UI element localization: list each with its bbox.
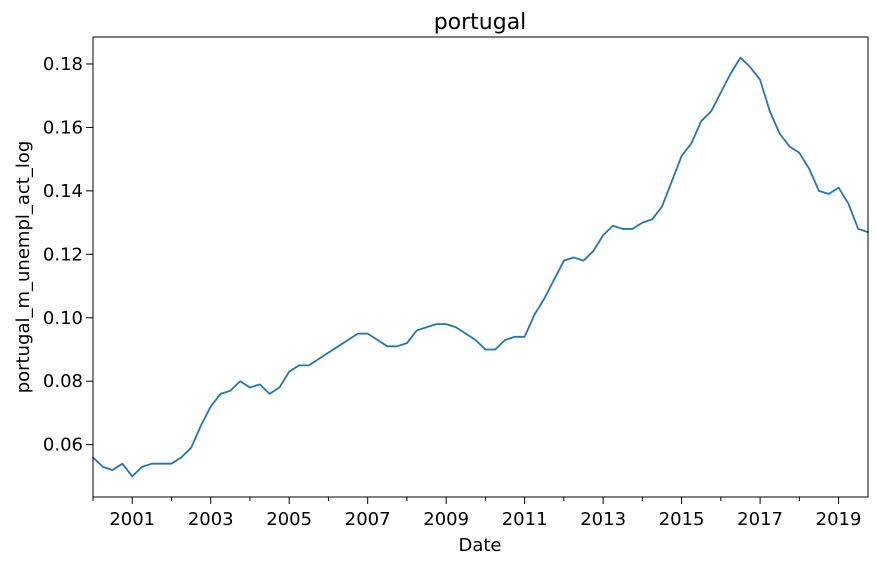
y-tick-label: 0.18: [43, 54, 83, 75]
y-tick-label: 0.14: [43, 181, 83, 202]
y-axis-label: portugal_m_unempl_act_log: [13, 141, 34, 394]
x-tick-label: 2009: [423, 509, 469, 530]
x-tick-label: 2011: [502, 509, 548, 530]
plot-area: [92, 36, 869, 498]
x-axis-label: Date: [458, 535, 501, 556]
y-tick-label: 0.08: [43, 371, 83, 392]
x-tick-label: 2007: [345, 509, 391, 530]
x-tick-label: 2001: [109, 509, 155, 530]
chart-title: portugal: [434, 10, 527, 35]
plot-frame: [92, 36, 869, 498]
y-tick-label: 0.10: [43, 308, 83, 329]
x-tick-label: 2017: [737, 509, 783, 530]
y-tick-label: 0.06: [43, 435, 83, 456]
series-layer: [92, 56, 869, 478]
x-tick-label: 2003: [188, 509, 234, 530]
series-line: [92, 56, 869, 478]
y-tick-label: 0.16: [43, 117, 83, 138]
y-tick-label: 0.12: [43, 244, 83, 265]
x-tick-label: 2019: [816, 509, 862, 530]
x-tick-label: 2015: [659, 509, 705, 530]
x-axis: 2001 2003 2005 2007 2009 2011 2013 2015 2017 2019: [92, 497, 862, 530]
x-tick-label: 2013: [580, 509, 626, 530]
y-axis: 0.06 0.08 0.10 0.12 0.14 0.16 0.18: [43, 54, 93, 456]
x-tick-label: 2005: [266, 509, 312, 530]
